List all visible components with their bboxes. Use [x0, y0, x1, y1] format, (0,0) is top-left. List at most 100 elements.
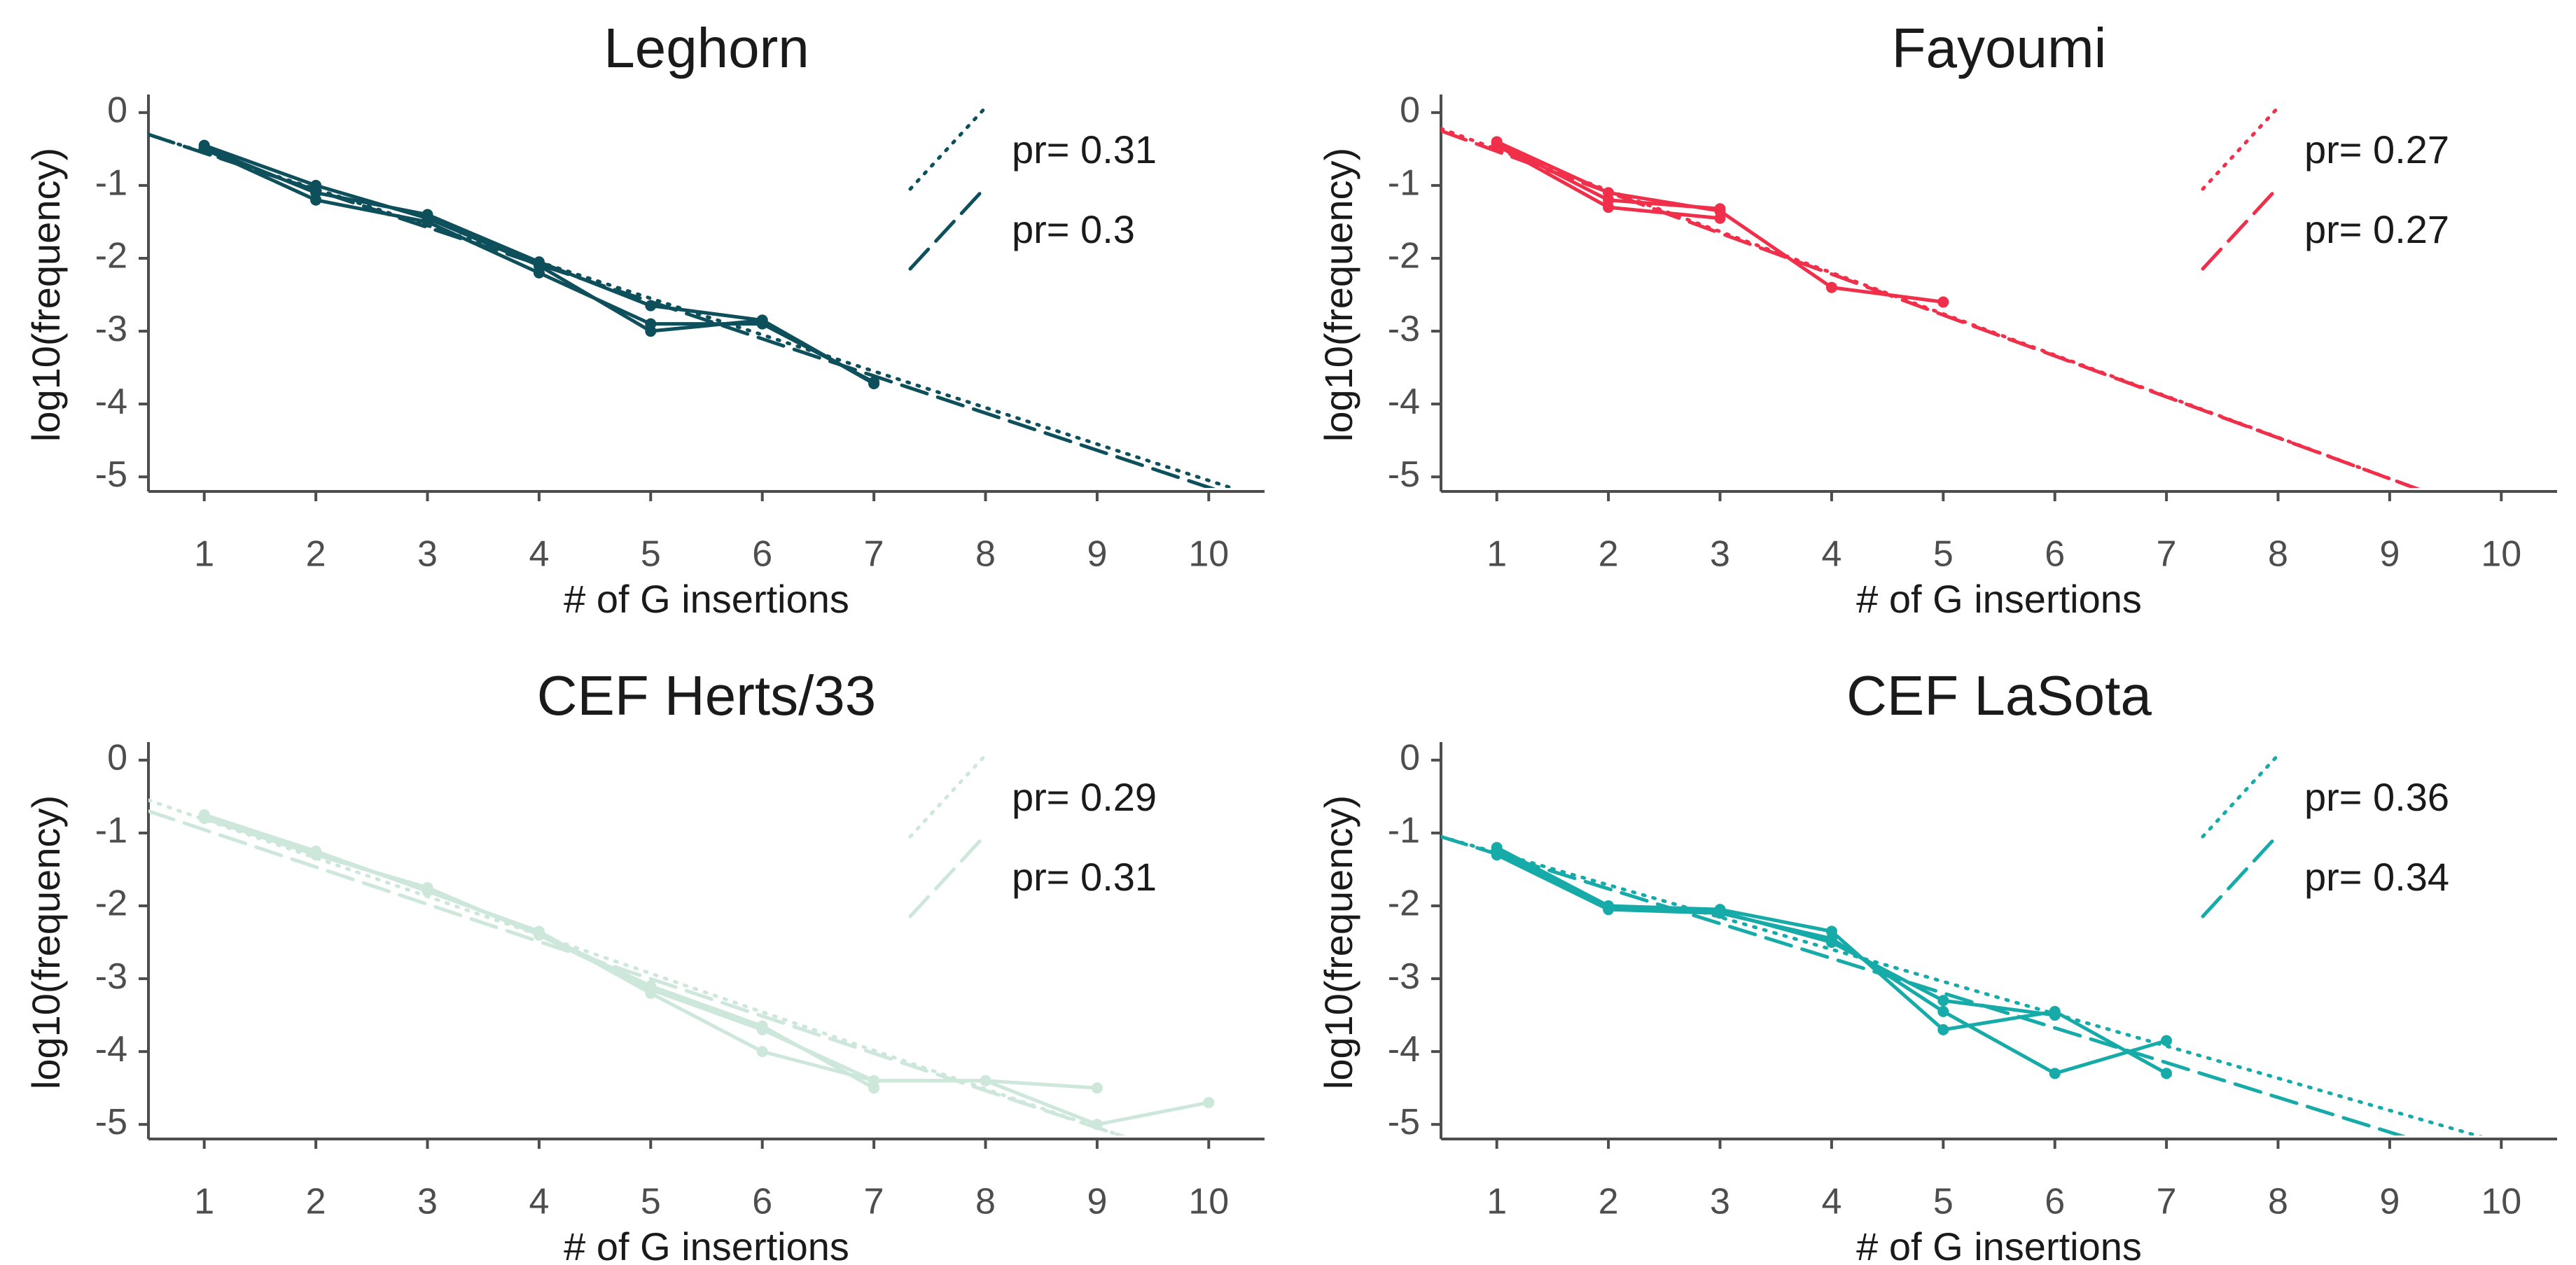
y-tick-label: -3 — [1388, 956, 1420, 997]
x-tick-label: 8 — [2268, 534, 2288, 575]
x-tick-label: 3 — [1710, 1182, 1730, 1222]
y-tick-label: -5 — [95, 1102, 127, 1142]
series-line-rep3 — [1496, 849, 2056, 1017]
panel-title: Leghorn — [604, 17, 809, 79]
y-tick-label: -5 — [1388, 1102, 1420, 1142]
legend-key-dashed — [908, 185, 988, 271]
x-tick-label: 6 — [2045, 1182, 2065, 1222]
x-tick-label: 10 — [1188, 534, 1229, 575]
data-point — [1825, 937, 1837, 948]
series-line-rep2 — [1496, 853, 2167, 1075]
legend-key-dotted — [2201, 105, 2281, 191]
y-tick-label: 0 — [1400, 738, 1420, 778]
legend-label: pr= 0.3 — [1012, 207, 1135, 251]
data-point — [1937, 995, 1949, 1007]
x-tick-label: 10 — [2481, 1182, 2521, 1222]
y-axis-title: log10(frequency) — [24, 148, 68, 442]
x-tick-label: 7 — [2157, 1182, 2177, 1222]
y-axis-title: log10(frequency) — [1316, 795, 1360, 1089]
x-tick-label: 4 — [529, 534, 549, 575]
data-point — [310, 848, 322, 860]
panel-fayoumi: Fayoumi 0 -1 -2 -3 -4 -5 1 2 3 4 5 6 7 8 9 10 # of G inse… — [1316, 17, 2557, 621]
data-point — [645, 318, 657, 330]
data-point — [980, 1075, 991, 1086]
y-tick-label: -4 — [95, 1029, 127, 1070]
y-axis-title: log10(frequency) — [1316, 148, 1360, 442]
data-point — [756, 1020, 768, 1032]
legend-key-dotted — [908, 753, 988, 839]
x-tick-label: 6 — [2045, 534, 2065, 575]
x-tick-label: 9 — [2379, 1182, 2400, 1222]
panel-cef-lasota: CEF LaSota 0 -1 -2 -3 -4 -5 1 2 3 4 5 6 7 8 9 10 # of G i… — [1316, 664, 2557, 1265]
data-point — [1203, 1096, 1215, 1108]
panel-title: CEF Herts/33 — [537, 664, 877, 727]
y-tick-label: -4 — [95, 382, 127, 422]
x-tick-label: 2 — [306, 1182, 326, 1222]
data-point — [1714, 212, 1726, 224]
data-point — [2049, 1068, 2061, 1079]
y-tick-label: 0 — [1400, 90, 1420, 131]
data-point — [1937, 296, 1949, 308]
x-axis-title: # of G insertions — [564, 1224, 849, 1265]
x-axis-title: # of G insertions — [1856, 577, 2142, 621]
data-point — [1714, 203, 1726, 215]
x-tick-label: 2 — [1599, 1182, 1619, 1222]
y-axis-title: log10(frequency) — [24, 795, 68, 1089]
data-point — [756, 1046, 768, 1058]
fit-line-dashed — [1441, 834, 2407, 1135]
y-tick-label: 0 — [107, 90, 127, 131]
data-point — [2161, 1068, 2173, 1079]
x-tick-label: 7 — [2157, 534, 2177, 575]
data-point — [2049, 1009, 2061, 1021]
legend-label: pr= 0.34 — [2304, 855, 2449, 899]
x-tick-label: 4 — [1821, 534, 1842, 575]
legend-label: pr= 0.29 — [1012, 775, 1157, 819]
data-point — [422, 884, 433, 896]
legend-key-dotted — [2201, 753, 2281, 839]
y-tick-label: -3 — [1388, 309, 1420, 349]
y-tick-label: -3 — [95, 956, 127, 997]
data-point — [2161, 1035, 2173, 1047]
panel-title: Fayoumi — [1892, 17, 2107, 79]
data-point — [422, 209, 433, 221]
x-tick-label: 5 — [1933, 1182, 1954, 1222]
series-line-rep1 — [203, 813, 1098, 1090]
legend-key-dashed — [2201, 185, 2281, 271]
data-point — [756, 314, 768, 326]
legend-key-dashed — [908, 832, 988, 918]
x-tick-label: 7 — [864, 1182, 884, 1222]
y-tick-label: -2 — [95, 883, 127, 924]
x-tick-label: 7 — [864, 534, 884, 575]
x-tick-label: 8 — [975, 534, 996, 575]
data-point — [1491, 137, 1503, 149]
x-tick-label: 3 — [417, 534, 438, 575]
x-tick-label: 10 — [2481, 534, 2521, 575]
legend-label: pr= 0.31 — [1012, 127, 1157, 172]
data-point — [533, 928, 545, 939]
x-tick-label: 2 — [1599, 534, 1619, 575]
x-tick-label: 6 — [752, 534, 772, 575]
fit-line-dotted — [148, 132, 1237, 488]
fit-line-dashed — [148, 809, 1126, 1135]
legend-key-dotted — [908, 105, 988, 191]
y-tick-label: -1 — [1388, 811, 1420, 851]
legend-label: pr= 0.36 — [2304, 775, 2449, 819]
y-tick-label: -5 — [1388, 454, 1420, 495]
x-tick-label: 10 — [1188, 1182, 1229, 1222]
y-tick-label: -2 — [95, 236, 127, 277]
x-tick-label: 1 — [194, 534, 214, 575]
x-tick-label: 1 — [1487, 1182, 1507, 1222]
series-line-rep1 — [1496, 846, 2168, 1075]
data-point — [1937, 1023, 1949, 1035]
data-point — [533, 267, 545, 279]
data-point — [868, 377, 880, 389]
legend-label: pr= 0.27 — [2304, 207, 2449, 251]
y-tick-label: -2 — [1388, 883, 1420, 924]
legend-label: pr= 0.27 — [2304, 127, 2449, 172]
data-point — [1091, 1082, 1103, 1094]
y-tick-label: -1 — [1388, 163, 1420, 204]
x-tick-label: 2 — [306, 534, 326, 575]
x-tick-label: 9 — [1087, 534, 1107, 575]
x-tick-label: 1 — [1487, 534, 1507, 575]
